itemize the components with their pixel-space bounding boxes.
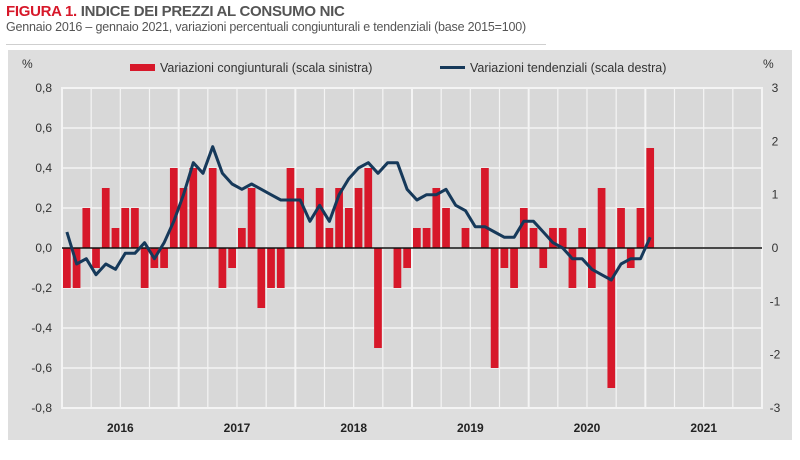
y-left-tick-label: 0,2 bbox=[35, 201, 52, 215]
bar bbox=[131, 208, 139, 248]
bar bbox=[267, 248, 275, 288]
title-divider bbox=[6, 44, 546, 45]
bar bbox=[549, 228, 557, 248]
bar bbox=[257, 248, 266, 308]
bar bbox=[646, 148, 655, 248]
bar bbox=[111, 228, 120, 248]
y-right-tick-label: 0 bbox=[772, 241, 779, 255]
bar bbox=[461, 228, 470, 248]
y-left-unit: % bbox=[22, 57, 33, 71]
y-right-tick-label: 2 bbox=[772, 134, 779, 148]
x-tick-label: 2017 bbox=[224, 421, 251, 435]
legend-label-line: Variazioni tendenziali (scala destra) bbox=[470, 61, 666, 75]
bar bbox=[374, 248, 382, 348]
bar bbox=[393, 248, 402, 288]
line-series-tendenziali bbox=[65, 145, 652, 282]
bar bbox=[403, 248, 411, 268]
x-tick-label: 2016 bbox=[107, 421, 134, 435]
y-right-tick-label: -2 bbox=[770, 348, 781, 362]
bar bbox=[335, 188, 343, 248]
figure-label: FIGURA 1. bbox=[6, 3, 77, 20]
legend-swatch-bars bbox=[130, 64, 155, 71]
bar bbox=[179, 188, 188, 248]
bar bbox=[344, 208, 353, 248]
bar bbox=[558, 228, 567, 248]
bar bbox=[422, 228, 431, 248]
y-left-tick-label: 0,4 bbox=[35, 161, 52, 175]
y-right-tick-label: -3 bbox=[770, 401, 781, 415]
bar bbox=[208, 168, 217, 248]
figure-subtitle: Gennaio 2016 – gennaio 2021, variazioni … bbox=[6, 20, 526, 34]
y-left-tick-label: -0,8 bbox=[31, 401, 52, 415]
bar bbox=[636, 208, 645, 248]
x-tick-label: 2019 bbox=[457, 421, 484, 435]
x-tick-label: 2021 bbox=[690, 421, 717, 435]
legend: Variazioni congiunturali (scala sinistra… bbox=[130, 61, 666, 75]
bar bbox=[607, 248, 616, 388]
legend-swatch-line bbox=[440, 66, 465, 69]
bar bbox=[519, 208, 528, 248]
bar bbox=[121, 208, 130, 248]
bar bbox=[247, 188, 256, 248]
bar bbox=[354, 188, 363, 248]
y-right-tick-label: -1 bbox=[770, 294, 781, 308]
x-axis: 2016 2017 2018 2019 2020 2021 bbox=[107, 421, 717, 435]
y-left-tick-label: -0,6 bbox=[31, 361, 52, 375]
y-axis-left: 0,8 0,6 0,4 0,2 0,0 -0,2 -0,4 -0,6 -0,8 bbox=[31, 81, 52, 415]
bar bbox=[442, 208, 450, 248]
bar bbox=[276, 248, 285, 288]
bar bbox=[500, 248, 509, 268]
bar bbox=[228, 248, 236, 268]
y-left-tick-label: 0,6 bbox=[35, 121, 52, 135]
bar bbox=[169, 168, 178, 248]
bar bbox=[315, 188, 324, 248]
bar bbox=[238, 228, 246, 248]
y-left-tick-label: 0,0 bbox=[35, 241, 52, 255]
bar bbox=[82, 208, 91, 248]
bar bbox=[92, 248, 100, 268]
figure-header: FIGURA 1. INDICE DEI PREZZI AL CONSUMO N… bbox=[6, 3, 526, 35]
bar bbox=[364, 168, 373, 248]
bar bbox=[617, 208, 625, 248]
bar bbox=[286, 168, 295, 248]
y-right-unit: % bbox=[763, 57, 774, 71]
x-tick-label: 2018 bbox=[340, 421, 367, 435]
figure-title: FIGURA 1. INDICE DEI PREZZI AL CONSUMO N… bbox=[6, 3, 526, 20]
bar bbox=[413, 228, 421, 248]
legend-label-bars: Variazioni congiunturali (scala sinistra… bbox=[160, 61, 372, 75]
y-axis-right: 3 2 1 0 -1 -2 -3 bbox=[770, 81, 781, 415]
bar bbox=[529, 228, 538, 248]
y-left-tick-label: -0,2 bbox=[31, 281, 52, 295]
bar bbox=[63, 248, 71, 288]
bar bbox=[568, 248, 577, 288]
bar bbox=[510, 248, 518, 288]
bar bbox=[481, 168, 489, 248]
bar bbox=[325, 228, 334, 248]
bar bbox=[432, 188, 441, 248]
bar bbox=[539, 248, 548, 268]
y-left-tick-label: -0,4 bbox=[31, 321, 52, 335]
bar bbox=[72, 248, 81, 288]
bar-series-congiunturali bbox=[63, 148, 655, 388]
bar bbox=[218, 248, 227, 288]
bar bbox=[189, 168, 198, 248]
y-right-tick-label: 1 bbox=[772, 188, 779, 202]
bar bbox=[490, 248, 499, 368]
bar bbox=[296, 188, 305, 248]
x-tick-label: 2020 bbox=[574, 421, 601, 435]
bar bbox=[140, 248, 149, 288]
y-left-tick-label: 0,8 bbox=[35, 81, 52, 95]
bar bbox=[101, 188, 110, 248]
figure-title-text: INDICE DEI PREZZI AL CONSUMO NIC bbox=[80, 3, 345, 20]
bar bbox=[160, 248, 168, 268]
bar bbox=[578, 228, 586, 248]
y-right-tick-label: 3 bbox=[772, 81, 779, 95]
bar bbox=[597, 188, 606, 248]
